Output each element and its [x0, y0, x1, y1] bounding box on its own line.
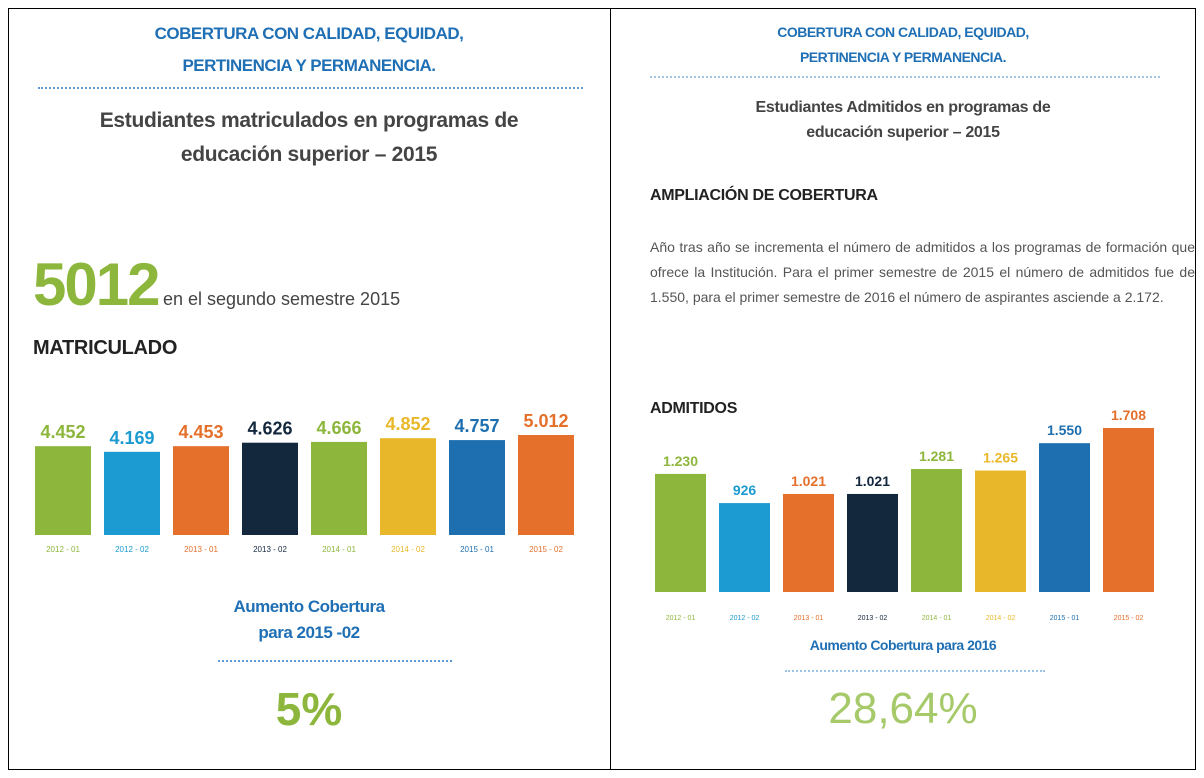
category-label: 2015 - 02: [1114, 615, 1144, 622]
right-footer: Aumento Cobertura para 2016: [809, 637, 997, 653]
frame: [8, 8, 1196, 770]
bar: [518, 435, 574, 535]
title-line: COBERTURA CON CALIDAD, EQUIDAD,: [154, 24, 464, 43]
value-label: 4.626: [247, 419, 292, 439]
right-title: COBERTURA CON CALIDAD, EQUIDAD, PERTINEN…: [610, 20, 1196, 70]
category-label: 2013 - 01: [184, 545, 218, 554]
category-label: 2015 - 01: [1050, 615, 1080, 622]
bar: [719, 503, 770, 592]
value-label: 4.452: [40, 422, 85, 442]
category-label: 2013 - 02: [858, 615, 888, 622]
separator: [218, 660, 452, 662]
category-label: 2014 - 01: [322, 545, 356, 554]
divider: [610, 8, 611, 770]
left-footer: Aumento Cobertura para 2015 -02: [8, 594, 610, 646]
value-label: 1.021: [791, 473, 826, 489]
bar: [380, 438, 436, 535]
value-label: 4.453: [178, 422, 223, 442]
bar: [655, 473, 706, 592]
bar: [911, 469, 962, 592]
value-label: 1.708: [1111, 407, 1146, 423]
separator: [38, 87, 583, 89]
category-label: 2012 - 02: [730, 615, 760, 622]
value-label: 4.852: [385, 414, 430, 434]
separator: [650, 76, 1160, 78]
subtitle-line: educación superior – 2015: [180, 143, 438, 166]
highlight-value: 5012: [33, 251, 160, 318]
chart: 4.452 2012 - 01 4.169 2012 - 02 4.453 2013 - …: [35, 411, 574, 554]
title-line: PERTINENCIA Y PERMANENCIA.: [182, 56, 436, 75]
category-label: 2014 - 01: [922, 615, 952, 622]
left-title: COBERTURA CON CALIDAD, EQUIDAD, PERTINEN…: [8, 18, 610, 82]
category-label: 2012 - 01: [666, 615, 696, 622]
chart-title: ADMITIDOS: [650, 400, 738, 417]
category-label: 2015 - 02: [529, 545, 563, 554]
value-label: 1.281: [919, 448, 954, 464]
footer-line: Aumento Cobertura: [233, 597, 385, 616]
separator: [785, 670, 1045, 672]
title-line: COBERTURA CON CALIDAD, EQUIDAD,: [777, 24, 1029, 40]
section-title: AMPLIACIÓN DE COBERTURA: [650, 187, 878, 204]
value-label: 1.230: [663, 453, 698, 469]
value-label: 1.550: [1047, 422, 1082, 438]
category-label: 2014 - 02: [391, 545, 425, 554]
highlight: 5012 en el segundo semestre 2015: [33, 250, 400, 319]
bar: [35, 446, 91, 535]
chart: 1.230 2012 - 01 926 2012 - 02 1.021 2013 - 01…: [655, 407, 1154, 622]
category-label: 2013 - 02: [253, 545, 287, 554]
left-footer-value: 5%: [275, 683, 343, 735]
value-label: 1.265: [983, 450, 1018, 466]
right-footer-value: 28,64%: [828, 684, 978, 733]
highlight-text: en el segundo semestre 2015: [162, 289, 401, 309]
subtitle-line: Estudiantes matriculados en programas de: [99, 109, 519, 132]
category-label: 2015 - 01: [460, 545, 494, 554]
subtitle-line: Estudiantes Admitidos en programas de: [755, 99, 1051, 116]
subtitle-line: educación superior – 2015: [806, 124, 1000, 141]
value-label: 1.021: [855, 473, 890, 489]
value-label: 4.169: [109, 428, 154, 448]
bar: [1039, 443, 1090, 592]
category-label: 2012 - 02: [115, 545, 149, 554]
bar: [783, 493, 834, 592]
paragraph: Año tras año se incrementa el número de …: [650, 239, 1195, 305]
footer-line: para 2015 -02: [258, 623, 360, 642]
category-label: 2014 - 02: [986, 615, 1016, 622]
value-label: 926: [733, 482, 757, 498]
bar: [449, 440, 505, 535]
bar: [173, 446, 229, 535]
left-subtitle: Estudiantes matriculados en programas de…: [8, 104, 610, 172]
bar: [104, 451, 160, 535]
value-label: 5.012: [523, 411, 568, 431]
bar: [242, 442, 298, 535]
category-label: 2013 - 01: [794, 615, 824, 622]
bar: [847, 493, 898, 592]
value-label: 4.757: [454, 416, 499, 436]
bar: [311, 441, 367, 535]
bar: [975, 470, 1026, 592]
bar: [1103, 428, 1154, 592]
title-line: PERTINENCIA Y PERMANENCIA.: [799, 49, 1007, 65]
section-title: MATRICULADO: [33, 337, 178, 359]
category-label: 2012 - 01: [46, 545, 80, 554]
value-label: 4.666: [316, 418, 361, 438]
right-subtitle: Estudiantes Admitidos en programas de ed…: [610, 95, 1196, 145]
